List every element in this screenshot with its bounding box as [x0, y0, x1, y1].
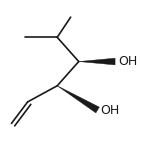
Polygon shape: [57, 86, 99, 113]
Text: OH: OH: [100, 104, 120, 117]
Text: OH: OH: [118, 55, 137, 68]
Polygon shape: [79, 58, 115, 65]
